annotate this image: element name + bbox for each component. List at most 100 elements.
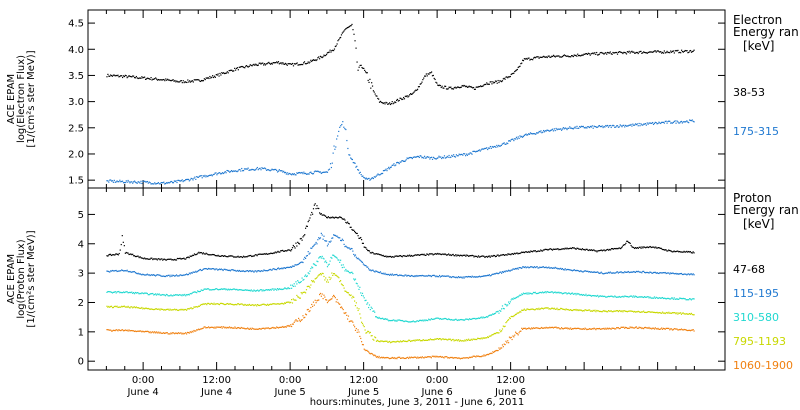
proton-point: [535, 308, 537, 310]
proton-point: [369, 331, 371, 334]
proton-point: [217, 326, 219, 328]
proton-point: [176, 257, 179, 260]
proton-point: [530, 292, 532, 295]
proton-point: [616, 296, 619, 298]
electron-point: [588, 126, 590, 128]
proton-point: [426, 356, 428, 358]
proton-point: [492, 313, 494, 315]
proton-point: [141, 274, 143, 276]
proton-point: [490, 274, 492, 277]
proton-point: [574, 309, 576, 311]
proton-point: [622, 244, 624, 247]
electron-point: [589, 125, 592, 128]
electron-point: [213, 173, 215, 175]
proton-point: [265, 327, 267, 329]
proton-point: [354, 329, 357, 332]
proton-point: [557, 309, 559, 311]
electron-point: [134, 77, 137, 79]
electron-point: [693, 49, 695, 51]
electron-point: [332, 152, 334, 154]
electron-point: [615, 126, 617, 128]
proton-ytick-label: 4: [78, 239, 84, 250]
proton-point: [400, 319, 403, 322]
electron-point: [659, 122, 661, 124]
electron-point: [403, 98, 406, 100]
proton-point: [197, 270, 200, 272]
proton-point: [133, 306, 135, 308]
electron-point: [260, 169, 262, 171]
electron-point: [612, 51, 614, 54]
proton-point: [639, 271, 641, 273]
proton-point: [201, 327, 203, 330]
electron-point: [571, 127, 574, 130]
proton-point: [510, 315, 512, 318]
proton-point: [249, 270, 251, 272]
electron-point: [227, 170, 229, 172]
proton-point: [244, 289, 246, 291]
electron-point: [525, 57, 527, 60]
proton-point: [596, 295, 598, 297]
proton-point: [204, 326, 206, 328]
proton-point: [476, 276, 478, 278]
proton-point: [551, 307, 554, 309]
proton-point: [196, 329, 198, 331]
proton-point: [307, 285, 309, 287]
proton-point: [470, 255, 472, 257]
electron-point: [285, 63, 287, 65]
electron-point: [124, 181, 126, 184]
proton-point: [223, 255, 226, 257]
proton-point: [186, 294, 188, 296]
electron-point: [144, 180, 146, 182]
proton-point: [361, 321, 363, 323]
proton-point: [306, 309, 308, 311]
electron-point: [120, 181, 122, 183]
proton-point: [354, 300, 356, 302]
proton-point: [131, 329, 133, 332]
electron-point: [175, 81, 177, 83]
electron-point: [367, 177, 369, 180]
proton-point: [460, 340, 462, 342]
electron-point: [520, 136, 522, 138]
electron-point: [250, 64, 252, 67]
proton-point: [373, 339, 375, 341]
proton-point: [203, 253, 205, 255]
electron-point: [257, 64, 259, 66]
proton-point: [561, 268, 564, 270]
proton-point: [198, 251, 200, 253]
proton-point: [637, 310, 639, 312]
electron-point: [199, 80, 201, 82]
electron-point: [212, 75, 214, 77]
proton-point: [390, 256, 393, 258]
electron-point: [591, 52, 593, 55]
proton-point: [455, 277, 457, 279]
proton-point: [170, 258, 172, 260]
proton-point: [285, 266, 287, 269]
proton-point: [239, 303, 241, 305]
proton-point: [637, 296, 639, 298]
proton-point: [254, 254, 256, 256]
proton-point: [135, 272, 137, 274]
electron-point: [366, 72, 368, 74]
proton-point: [311, 303, 313, 306]
proton-point: [210, 289, 212, 291]
proton-point: [597, 310, 600, 312]
proton-point: [326, 245, 329, 247]
proton-point: [151, 257, 153, 259]
proton-point: [638, 326, 640, 328]
x-tick-label-date: June 4: [200, 387, 232, 398]
proton-point: [182, 308, 184, 310]
proton-point: [408, 356, 411, 358]
proton-point: [598, 310, 601, 313]
electron-point: [567, 127, 569, 129]
electron-point: [627, 51, 629, 53]
proton-point: [467, 255, 470, 257]
proton-point: [503, 270, 505, 272]
proton-point: [316, 205, 318, 207]
proton-ylabel-line: log(Proton Flux): [16, 239, 27, 318]
proton-point: [556, 307, 558, 309]
electron-point: [174, 79, 176, 82]
proton-point: [343, 266, 345, 268]
electron-point: [208, 175, 210, 177]
proton-point: [652, 246, 654, 248]
proton-point: [372, 353, 374, 356]
